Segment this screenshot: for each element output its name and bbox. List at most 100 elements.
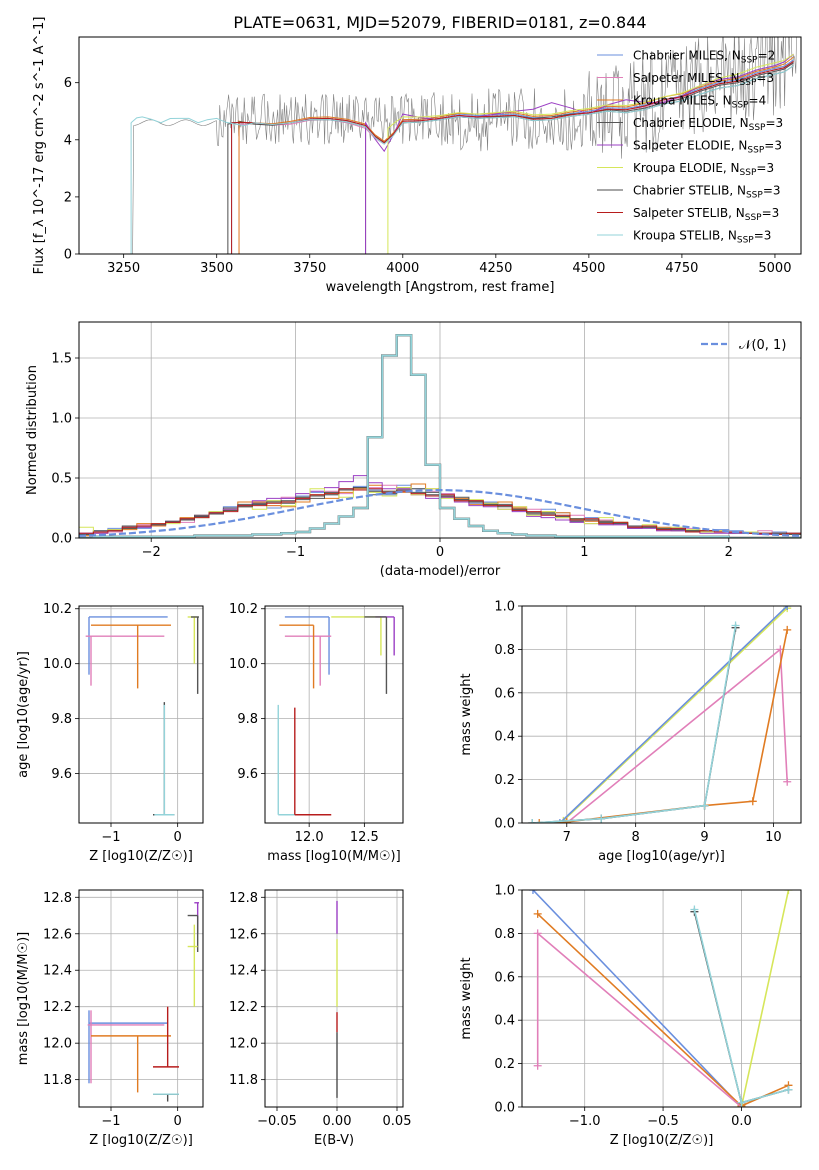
y-tick-label: 12.0 (229, 1037, 258, 1052)
y-tick-label: 11.8 (229, 1073, 258, 1088)
histogram-narrow (79, 334, 801, 538)
mass-weight-marker (737, 1098, 746, 1107)
plot-area (277, 616, 395, 816)
model-spectrum-line (387, 53, 794, 254)
y-axis-label: Flux [f_λ 10^-17 erg cm^-2 s^-1 A^-1] (32, 17, 47, 275)
legend-entry: Chabrier ELODIE, NSSP=3 (633, 116, 783, 133)
y-tick-label: 0.2 (494, 773, 515, 788)
x-axis-label: wavelength [Angstrom, rest frame] (326, 280, 555, 295)
mass-weight-line (740, 890, 790, 1107)
mass-weight-marker (562, 817, 571, 823)
histogram-wide (79, 488, 801, 535)
mass-weight-line (532, 890, 742, 1107)
model-spectrum-line (365, 53, 794, 254)
legend-entry: Salpeter ELODIE, NSSP=3 (633, 139, 782, 156)
y-tick-label: 12.6 (43, 927, 72, 942)
y-tick-label: 0.4 (494, 730, 515, 745)
legend-entry: Chabrier MILES, NSSP=2 (633, 49, 775, 66)
x-tick-label: 2 (725, 545, 733, 560)
y-tick-label: 12.2 (229, 1000, 258, 1015)
y-tick-label: 0.8 (494, 643, 515, 658)
x-axis-label: Z [log10(Z/Z☉)] (610, 1133, 714, 1148)
mass-weight-marker (783, 606, 792, 610)
y-tick-label: 0.4 (494, 1014, 515, 1029)
y-tick-label: 0 (64, 248, 72, 263)
x-tick-label: 4750 (665, 261, 698, 276)
x-tick-label: −1 (286, 545, 305, 560)
mass-weight-marker (535, 819, 544, 823)
figure-title: PLATE=0631, MJD=52079, FIBERID=0181, z=0… (233, 13, 646, 32)
y-axis-label: age [log10(age/yr)] (16, 651, 31, 778)
y-tick-label: 0.0 (51, 532, 72, 547)
legend-entry: Chabrier STELIB, NSSP=3 (633, 184, 781, 201)
mass-weight-marker (555, 819, 564, 823)
y-tick-label: 1.5 (51, 352, 72, 367)
x-tick-label: 3250 (107, 261, 140, 276)
y-tick-label: 9.8 (237, 712, 258, 727)
plot-area (79, 334, 801, 538)
y-tick-label: 10.0 (43, 657, 72, 672)
y-tick-label: 12.4 (43, 964, 72, 979)
legend-entry: Kroupa STELIB, NSSP=3 (633, 229, 771, 246)
x-tick-label: −0.5 (647, 1114, 679, 1129)
axes-frame (78, 321, 802, 539)
mass-weight-marker (700, 801, 709, 810)
x-axis-label: (data-model)/error (380, 564, 501, 579)
x-tick-label: 0 (436, 545, 444, 560)
y-tick-label: 1.0 (494, 600, 515, 615)
legend-entry: Kroupa ELODIE, NSSP=3 (633, 161, 774, 178)
y-tick-label: 2 (64, 190, 72, 205)
x-tick-label: −2 (142, 545, 161, 560)
axes-frame (521, 605, 802, 824)
mass-weight-marker (784, 1085, 793, 1094)
mass-weight-marker (597, 814, 606, 823)
y-tick-label: 0.0 (494, 1101, 515, 1116)
x-axis-label: E(B-V) (314, 1133, 354, 1148)
y-tick-label: 10.2 (229, 602, 258, 617)
mass-weight-marker (783, 777, 792, 786)
mass-weight-marker (533, 929, 542, 938)
y-tick-label: 12.6 (229, 927, 258, 942)
y-tick-label: 4 (64, 133, 72, 148)
chart-panel-weight-vs-z: −1.0 −0.5 0.0 0.0 0.2 0.4 0.6 0.8 1.0 Z [log10(Z/… (459, 884, 802, 1148)
x-tick-label: 12.5 (350, 830, 379, 845)
mass-weight-marker (784, 890, 793, 894)
mass-weight-line (562, 607, 788, 822)
y-tick-label: 12.8 (229, 891, 258, 906)
x-tick-label: 4000 (386, 261, 419, 276)
axes-frame (264, 605, 404, 824)
plot-area (528, 890, 793, 1107)
y-tick-label: 12.8 (43, 891, 72, 906)
legend-entry: 𝒩(0, 1) (739, 338, 786, 353)
y-tick-label: 0.5 (51, 472, 72, 487)
x-tick-label: 0.00 (323, 1114, 352, 1129)
x-tick-label: 1 (580, 545, 588, 560)
y-tick-label: 6 (64, 76, 72, 91)
y-tick-label: 9.8 (51, 712, 72, 727)
y-tick-label: 0.8 (494, 927, 515, 942)
axes-frame (521, 889, 802, 1108)
axes-frame (78, 889, 204, 1108)
x-tick-label: 0.05 (383, 1114, 412, 1129)
y-tick-label: 0.6 (494, 686, 515, 701)
y-tick-label: 10.0 (229, 657, 258, 672)
y-axis-label: Normed distribution (25, 365, 40, 495)
y-tick-label: 0.0 (494, 817, 515, 832)
x-tick-label: −1 (101, 830, 120, 845)
x-tick-label: 3500 (200, 261, 233, 276)
x-tick-label: 10 (765, 830, 782, 845)
x-tick-label: 12.0 (295, 830, 324, 845)
x-tick-label: 4500 (572, 261, 605, 276)
legend-entry: Salpeter STELIB, NSSP=3 (633, 206, 779, 223)
mass-weight-marker (731, 621, 740, 630)
plot-area (87, 902, 199, 1102)
legend-entry: Salpeter MILES, NSSP=3 (633, 71, 774, 88)
y-tick-label: 10.2 (43, 602, 72, 617)
x-axis-label: Z [log10(Z/Z☉)] (89, 1133, 193, 1148)
x-tick-label: 0.0 (731, 1114, 752, 1129)
chart-panel-age-vs-mass: 12.0 12.5 9.6 9.8 10.0 10.2 mass [log10(M/M☉)] (229, 602, 404, 864)
x-tick-label: −1 (101, 1114, 120, 1129)
mass-weight-marker (528, 890, 537, 894)
chart-panel-mass-vs-z: −1 0 11.8 12.0 12.2 12.4 12.6 12.8 Z [log10(Z/Z☉… (16, 889, 204, 1148)
